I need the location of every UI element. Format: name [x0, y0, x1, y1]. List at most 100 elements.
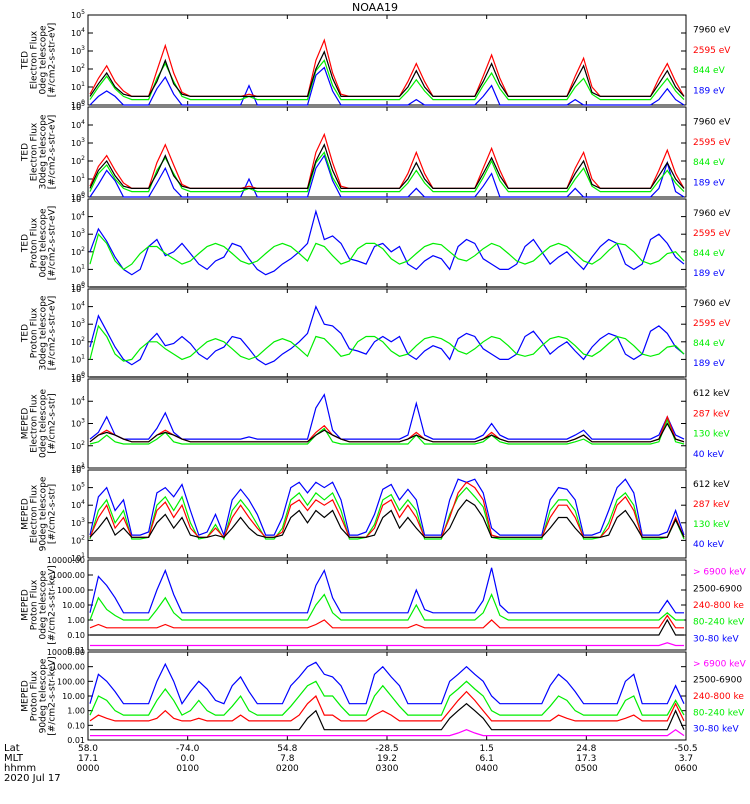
footer-lat: -28.5 — [375, 744, 398, 754]
series-line — [89, 154, 685, 198]
y-tick-label: 100 — [71, 99, 85, 110]
legend-entry: 7960 eV — [693, 117, 731, 127]
series-line — [89, 232, 685, 271]
footer-lat: -74.0 — [176, 744, 200, 754]
footer-hhmm: 0100 — [176, 764, 199, 774]
y-tick-label: 104 — [71, 499, 85, 510]
series-line — [89, 661, 685, 705]
footer-lat: 24.8 — [576, 744, 596, 754]
legend-entry: 30-80 keV — [693, 634, 739, 644]
footer-hhmm: 0400 — [475, 764, 498, 774]
footer-label-hhmm: hhmm — [4, 763, 37, 774]
series-line — [89, 499, 685, 538]
footer-lat: 54.8 — [277, 744, 297, 754]
series-line — [89, 66, 685, 106]
y-tick-label: 102 — [71, 440, 85, 451]
y-tick-label: 105 — [71, 283, 85, 294]
panel-frame — [87, 559, 687, 651]
y-tick-label: 102 — [71, 63, 85, 74]
y-tick-label: 102 — [71, 155, 85, 166]
panel-frame — [87, 378, 687, 469]
y-axis-label: TEDProton Flux0deg telescope[#/cm2-s-str… — [21, 206, 58, 281]
footer-lat: -50.5 — [674, 744, 697, 754]
legend-entry: 240-800 ke — [693, 601, 744, 611]
y-tick-label: 10000.00 — [47, 556, 85, 565]
footer-hhmm: 0300 — [376, 764, 399, 774]
legend-entry: 2595 eV — [693, 46, 731, 56]
legend-entry: 844 eV — [693, 249, 726, 259]
legend-entry: 189 eV — [693, 359, 726, 369]
footer-hhmm: 0500 — [575, 764, 598, 774]
footer-lat: 58.0 — [78, 744, 98, 754]
y-tick-label: 101 — [71, 81, 85, 92]
series-line — [89, 417, 685, 445]
y-tick-label: 105 — [71, 101, 85, 112]
series-line — [89, 486, 685, 541]
y-tick-label: 103 — [71, 318, 85, 329]
y-tick-label: 1.00 — [67, 616, 85, 625]
legend-entry: 844 eV — [693, 66, 726, 76]
series-line — [89, 50, 685, 97]
legend-entry: 240-800 ke — [693, 692, 744, 702]
footer-hhmm: 0200 — [276, 764, 299, 774]
y-tick-label: 100 — [71, 191, 85, 202]
legend-entry: 40 keV — [693, 540, 725, 550]
y-tick-label: 101 — [71, 552, 85, 563]
y-tick-label: 10.00 — [62, 601, 85, 610]
footer-mlt: 7.8 — [280, 754, 295, 764]
y-tick-label: 101 — [71, 462, 85, 473]
series-line — [89, 567, 684, 614]
series-line — [89, 690, 685, 722]
legend-entry: 30-80 keV — [693, 725, 739, 735]
y-tick-label: 100.00 — [57, 586, 85, 595]
series-line — [89, 151, 685, 193]
y-tick-label: 105 — [71, 9, 85, 20]
footer-mlt: 17.1 — [78, 754, 98, 764]
footer-label-mlt: MLT — [4, 753, 23, 764]
series-line — [89, 38, 685, 97]
series-line — [90, 728, 685, 737]
series-line — [89, 304, 685, 366]
y-axis-label: TEDElectron Flux0deg telescope[#/cm2-s-s… — [21, 23, 58, 98]
legend-entry: 7960 eV — [693, 25, 731, 35]
y-axis-label: TEDProton Flux30deg telescope[#/cm2-s-st… — [21, 295, 58, 370]
y-tick-label: 101 — [71, 263, 85, 274]
series-line — [89, 478, 685, 538]
y-axis-label: MEPEDElectron Flux90deg telescope[#/cm2-… — [21, 476, 58, 551]
y-tick-label: 1000.00 — [52, 571, 85, 580]
footer-mlt: 3.7 — [679, 754, 693, 764]
legend-entry: > 6900 keV — [693, 568, 747, 578]
footer-hhmm: 0000 — [77, 764, 100, 774]
y-axis-label: TEDElectron Flux30deg telescope[#/cm2-s-… — [21, 114, 58, 189]
y-tick-label: 100 — [71, 281, 85, 292]
y-tick-label: 104 — [71, 27, 85, 38]
footer-mlt: 6.1 — [480, 754, 494, 764]
y-tick-label: 103 — [71, 45, 85, 56]
footer-mlt: 0.0 — [181, 754, 196, 764]
legend-entry: 40 keV — [693, 450, 725, 460]
y-tick-label: 103 — [71, 517, 85, 528]
legend-entry: 130 keV — [693, 430, 730, 440]
y-tick-label: 104 — [71, 119, 85, 130]
legend-entry: 7960 eV — [693, 209, 731, 219]
y-tick-label: 10.00 — [62, 692, 85, 701]
legend-entry: 189 eV — [693, 179, 726, 189]
series-line — [89, 209, 685, 276]
series-line — [89, 614, 684, 629]
legend-entry: 2500-6900 — [693, 584, 742, 594]
footer-date: 2020 Jul 17 — [4, 773, 61, 784]
y-tick-label: 102 — [71, 534, 85, 545]
y-tick-label: 102 — [71, 336, 85, 347]
y-tick-label: 0.10 — [67, 721, 85, 730]
y-axis-label: MEPEDProton Flux90deg telescope[#/cm2-s-… — [21, 656, 58, 735]
series-line — [89, 481, 685, 539]
legend-entry: 189 eV — [693, 87, 726, 97]
panel-frame — [87, 288, 687, 378]
legend-entry: 2595 eV — [693, 319, 731, 329]
legend-entry: 80-240 keV — [693, 708, 745, 718]
legend-entry: 844 eV — [693, 339, 726, 349]
footer-hhmm: 0600 — [675, 764, 698, 774]
footer-label-lat: Lat — [4, 743, 20, 754]
series-line — [90, 618, 684, 636]
